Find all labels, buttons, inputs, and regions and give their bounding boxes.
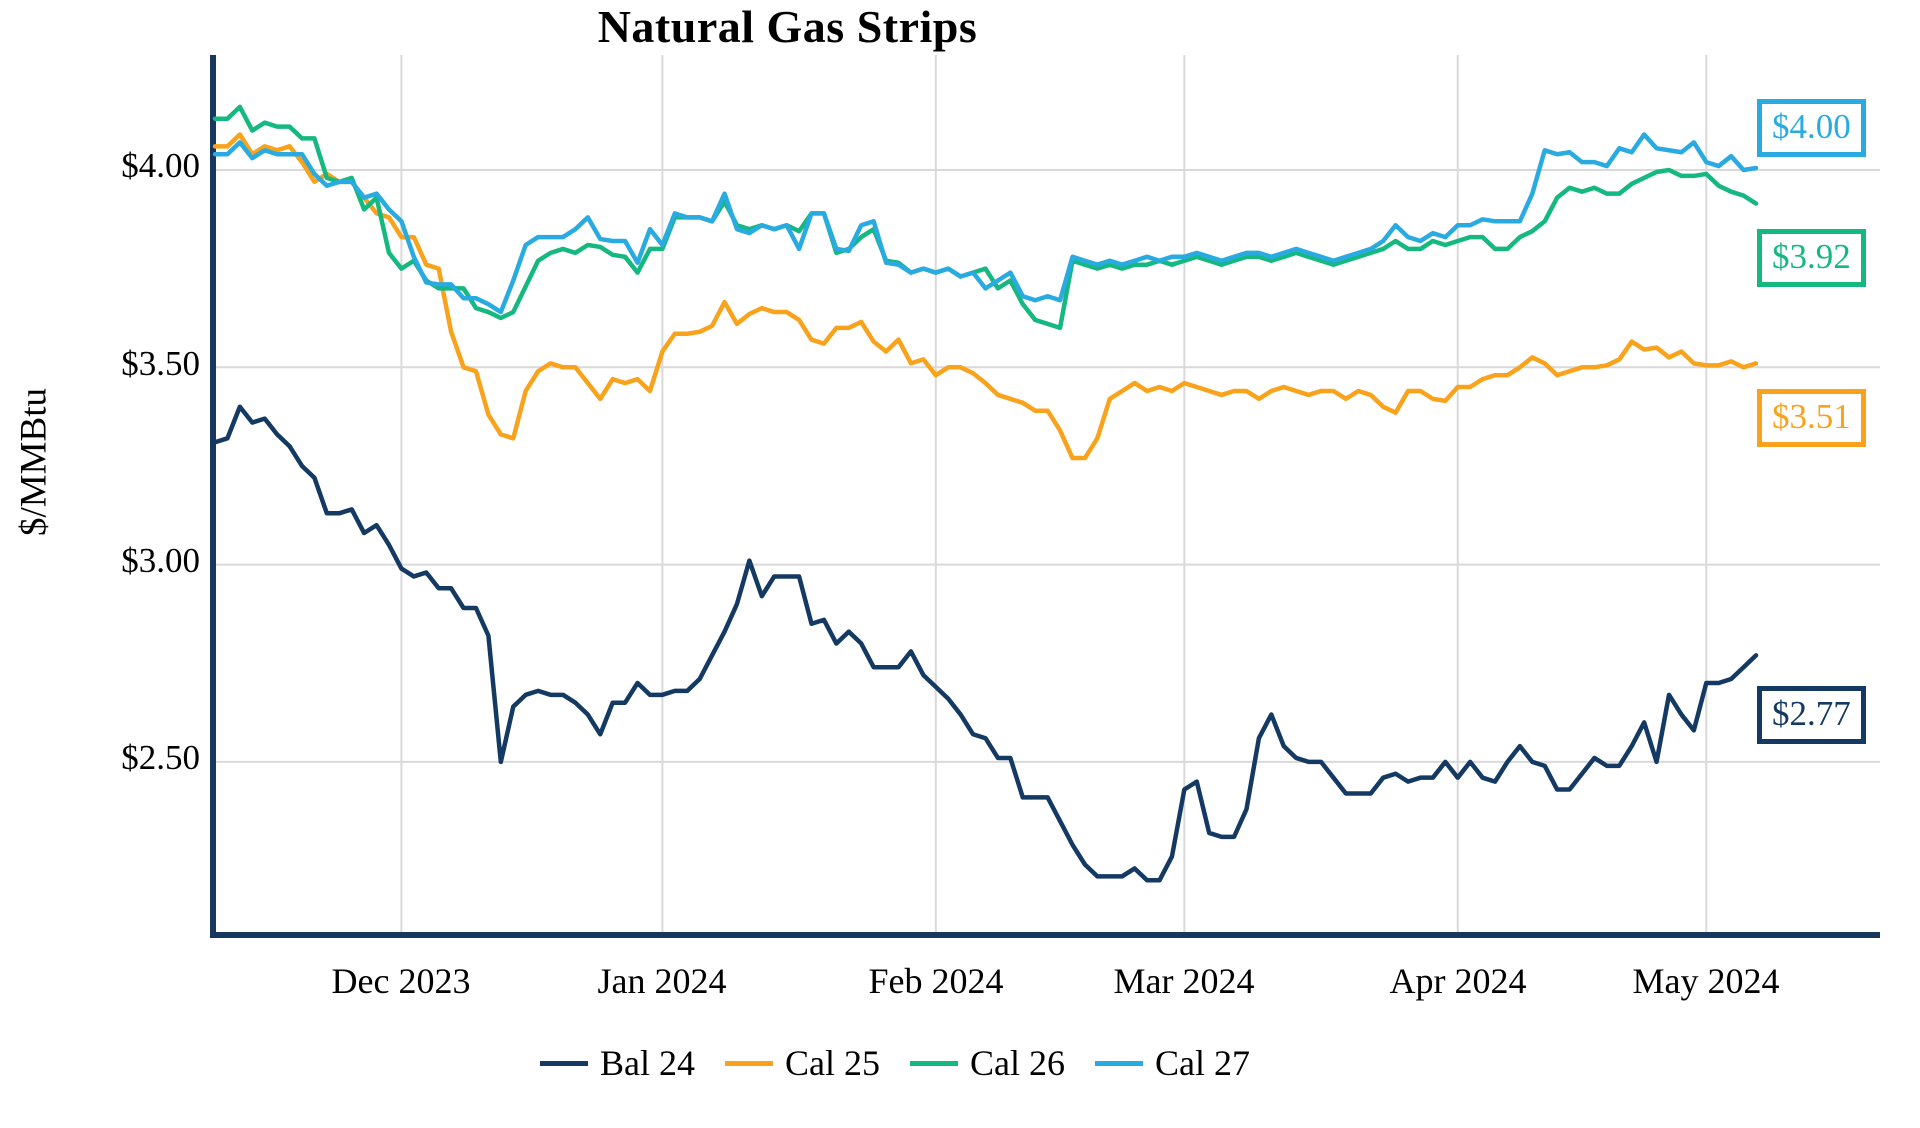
- cal-26-end-value-label: $3.92: [1757, 229, 1866, 287]
- legend-item-cal-25: Cal 25: [725, 1042, 880, 1084]
- y-tick-label-2.50: $2.50: [121, 738, 200, 777]
- x-tick-label-dec-2023: Dec 2023: [331, 961, 471, 1001]
- legend: Bal 24 Cal 25 Cal 26 Cal 27: [0, 1042, 1790, 1084]
- cal-27-line-swatch-icon: [1095, 1060, 1143, 1066]
- chart-title: Natural Gas Strips: [597, 1, 978, 52]
- legend-label-cal-26: Cal 26: [970, 1043, 1065, 1083]
- legend-label-bal-24: Bal 24: [600, 1043, 695, 1083]
- y-tick-label-3.00: $3.00: [121, 541, 200, 580]
- cal-27-end-value-label: $4.00: [1757, 99, 1866, 157]
- legend-item-bal-24: Bal 24: [540, 1042, 695, 1084]
- series-line-cal-25: [212, 132, 1759, 461]
- legend-label-cal-25: Cal 25: [785, 1043, 880, 1083]
- bal-24-line-swatch-icon: [540, 1060, 588, 1066]
- cal-26-line-swatch-icon: [910, 1060, 958, 1066]
- x-tick-label-jan-2024: Jan 2024: [597, 961, 727, 1001]
- y-tick-label-4.00: $4.00: [121, 146, 200, 185]
- cal-25-end-value-label: $3.51: [1757, 389, 1866, 447]
- series-line-cal-27: [212, 132, 1759, 315]
- y-tick-label-3.50: $3.50: [121, 344, 200, 383]
- series-line-cal-26: [212, 104, 1759, 331]
- x-tick-label-apr-2024: Apr 2024: [1389, 961, 1527, 1001]
- x-tick-label-mar-2024: Mar 2024: [1113, 961, 1255, 1001]
- legend-item-cal-26: Cal 26: [910, 1042, 1065, 1084]
- x-tick-label-may-2024: May 2024: [1632, 961, 1780, 1001]
- legend-label-cal-27: Cal 27: [1155, 1043, 1250, 1083]
- x-tick-label-feb-2024: Feb 2024: [868, 961, 1004, 1001]
- y-axis-title: $/MMBtu: [13, 387, 55, 537]
- legend-item-cal-27: Cal 27: [1095, 1042, 1250, 1084]
- series-line-bal-24: [212, 404, 1759, 883]
- cal-25-line-swatch-icon: [725, 1060, 773, 1066]
- bal-24-end-value-label: $2.77: [1757, 686, 1866, 744]
